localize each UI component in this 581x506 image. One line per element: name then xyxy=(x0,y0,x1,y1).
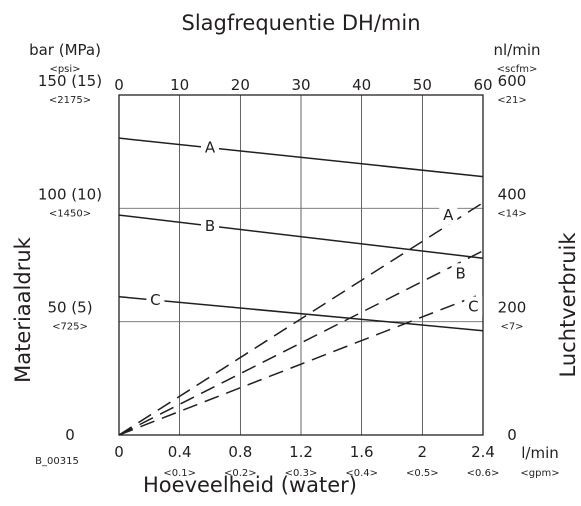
y-left-tick-label: 150 (15) xyxy=(38,72,102,90)
series-label-dashed-b: B xyxy=(455,264,465,282)
top-tick-label: 40 xyxy=(352,76,371,94)
series-label-dashed-c: C xyxy=(468,298,478,316)
series-line-dashed-a xyxy=(118,202,484,436)
right-axis-unit: nl/min xyxy=(493,41,540,59)
x-tick-sublabel: <0.5> xyxy=(406,468,439,479)
x-tick-label: 1.6 xyxy=(350,443,374,461)
y-axis-label-right: Luchtverbruik xyxy=(556,232,580,378)
x-tick-sublabel: <0.6> xyxy=(467,468,500,479)
series-line-dashed-c xyxy=(118,292,484,436)
left-axis-unit: bar (MPa) xyxy=(29,41,101,59)
y-right-tick-label: 0 xyxy=(507,426,517,444)
series-label-backing xyxy=(146,290,165,311)
plot-frame xyxy=(118,94,484,436)
top-tick-label: 30 xyxy=(291,76,310,94)
bottom-axis-unit: l/min xyxy=(521,444,559,462)
x-tick-sublabel: <0.4> xyxy=(345,468,378,479)
top-tick-label: 10 xyxy=(170,76,189,94)
y-left-tick-sublabel: <2175> xyxy=(49,95,91,106)
y-left-tick-sublabel: <725> xyxy=(52,322,88,333)
tick-labels: 0 0.4 <0.1> 0.8 <0.2> 1.2 <0.3> 1.6 <0.4> 2 <0.5> 2… xyxy=(38,72,527,479)
y-left-tick-label: 0 xyxy=(65,426,75,444)
y-left-tick-label: 50 (5) xyxy=(47,299,92,317)
x-tick-label: 2.4 xyxy=(471,443,495,461)
bottom-axis-unit-sub: <gpm> xyxy=(520,468,559,479)
x-tick-sublabel: <0.1> xyxy=(163,468,196,479)
y-right-tick-sublabel: <7> xyxy=(500,322,523,333)
x-tick-sublabel: <0.2> xyxy=(224,468,257,479)
series-label-backing xyxy=(464,296,483,317)
top-tick-label: 60 xyxy=(473,76,492,94)
series-label-backing xyxy=(201,215,219,236)
x-tick-label: 0.8 xyxy=(228,443,252,461)
y-right-tick-label: 600 xyxy=(498,72,527,90)
series-line-solid-a xyxy=(118,137,484,178)
series-line-solid-b xyxy=(118,214,484,259)
x-tick-label: 2 xyxy=(418,443,428,461)
series-line-solid-c xyxy=(118,295,484,332)
series-label-backing xyxy=(439,204,458,225)
x-axis-label: Hoeveelheid (water) xyxy=(143,473,357,497)
left-axis-unit-sub: <psi> xyxy=(49,64,80,75)
x-tick-label: 0.4 xyxy=(168,443,192,461)
x-tick-label: 0 xyxy=(114,443,124,461)
top-tick-label: 0 xyxy=(114,76,124,94)
y-left-tick-sublabel: <1450> xyxy=(49,208,91,219)
y-right-tick-sublabel: <14> xyxy=(497,208,526,219)
series-label-backing xyxy=(451,263,470,284)
figure-code: B_00315 xyxy=(35,456,79,467)
series-label-dashed-a: A xyxy=(443,206,454,224)
grid xyxy=(119,95,483,435)
y-axis-label-left: Materiaaldruk xyxy=(11,236,35,382)
x-tick-label: 1.2 xyxy=(289,443,313,461)
y-right-tick-sublabel: <21> xyxy=(497,95,526,106)
top-tick-label: 20 xyxy=(231,76,250,94)
chart-title: Slagfrequentie DH/min xyxy=(181,11,420,35)
x-tick-sublabel: <0.3> xyxy=(285,468,318,479)
series-label-solid-b: B xyxy=(205,217,215,235)
right-axis-unit-sub: <scfm> xyxy=(497,64,538,75)
y-right-tick-label: 200 xyxy=(498,299,527,317)
series-label-solid-c: C xyxy=(150,291,160,309)
y-left-tick-label: 100 (10) xyxy=(38,185,102,203)
y-right-tick-label: 400 xyxy=(498,185,527,203)
series-label-solid-a: A xyxy=(205,139,216,157)
top-tick-label: 50 xyxy=(413,76,432,94)
series-label-backing xyxy=(201,137,219,158)
